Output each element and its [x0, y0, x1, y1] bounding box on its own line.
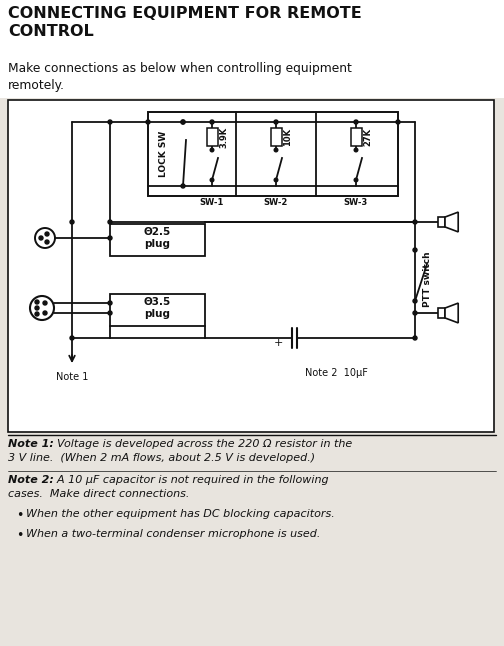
Circle shape: [35, 300, 39, 304]
Circle shape: [108, 301, 112, 305]
Text: Make connections as below when controlling equipment
remotely.: Make connections as below when controlli…: [8, 62, 352, 92]
Circle shape: [413, 248, 417, 252]
Text: When the other equipment has DC blocking capacitors.: When the other equipment has DC blocking…: [26, 509, 335, 519]
Text: CONNECTING EQUIPMENT FOR REMOTE
CONTROL: CONNECTING EQUIPMENT FOR REMOTE CONTROL: [8, 6, 362, 39]
Bar: [0, 0, 504, 98]
Bar: [207, 128, 218, 146]
Circle shape: [274, 148, 278, 152]
Circle shape: [108, 236, 112, 240]
Text: SW-1: SW-1: [200, 198, 224, 207]
Circle shape: [181, 120, 185, 124]
Text: When a two-terminal condenser microphone is used.: When a two-terminal condenser microphone…: [26, 529, 321, 539]
Circle shape: [413, 311, 417, 315]
Text: Θ2.5
plug: Θ2.5 plug: [144, 227, 171, 249]
Circle shape: [35, 306, 39, 310]
Circle shape: [43, 311, 47, 315]
Bar: [110, 224, 205, 256]
Circle shape: [70, 220, 74, 224]
Circle shape: [354, 148, 358, 152]
Bar: [148, 112, 398, 196]
Text: Note 2:: Note 2:: [8, 475, 54, 485]
Text: •: •: [16, 509, 23, 522]
Circle shape: [274, 178, 278, 182]
Text: •: •: [16, 529, 23, 542]
Text: Note 1: Note 1: [56, 372, 88, 382]
Bar: [438, 308, 445, 318]
Text: SW-3: SW-3: [344, 198, 368, 207]
Circle shape: [35, 312, 39, 316]
Circle shape: [181, 120, 185, 124]
Circle shape: [274, 120, 278, 124]
Circle shape: [39, 236, 43, 240]
Text: Voltage is developed across the 220 Ω resistor in the: Voltage is developed across the 220 Ω re…: [50, 439, 352, 449]
Circle shape: [354, 178, 358, 182]
Circle shape: [413, 220, 417, 224]
Text: cases.  Make direct connections.: cases. Make direct connections.: [8, 489, 190, 499]
Circle shape: [413, 336, 417, 340]
Bar: [110, 294, 205, 326]
Text: Note 1:: Note 1:: [8, 439, 54, 449]
Text: 3.9K: 3.9K: [220, 127, 228, 147]
Circle shape: [396, 120, 400, 124]
Text: SW-2: SW-2: [264, 198, 288, 207]
Circle shape: [210, 148, 214, 152]
Circle shape: [108, 311, 112, 315]
Text: 27K: 27K: [363, 128, 372, 146]
Text: +: +: [273, 338, 283, 348]
Polygon shape: [445, 212, 458, 232]
Bar: [438, 217, 445, 227]
Text: 10K: 10K: [283, 128, 292, 146]
Circle shape: [413, 299, 417, 303]
Circle shape: [146, 120, 150, 124]
Text: PTT switch: PTT switch: [423, 252, 432, 307]
Text: Θ3.5
plug: Θ3.5 plug: [144, 297, 171, 318]
Bar: [8, 100, 494, 432]
Text: 3 V line.  (When 2 mA flows, about 2.5 V is developed.): 3 V line. (When 2 mA flows, about 2.5 V …: [8, 453, 315, 463]
Circle shape: [210, 120, 214, 124]
Circle shape: [43, 301, 47, 305]
Text: LOCK SW: LOCK SW: [159, 131, 168, 177]
Circle shape: [181, 184, 185, 188]
Text: Note 2  10μF: Note 2 10μF: [305, 368, 368, 378]
Circle shape: [354, 120, 358, 124]
Bar: [350, 128, 361, 146]
Circle shape: [45, 232, 49, 236]
Polygon shape: [445, 303, 458, 323]
Bar: [271, 128, 282, 146]
Circle shape: [108, 120, 112, 124]
Circle shape: [45, 240, 49, 244]
Text: A 10 μF capacitor is not required in the following: A 10 μF capacitor is not required in the…: [50, 475, 329, 485]
Circle shape: [210, 178, 214, 182]
Circle shape: [108, 220, 112, 224]
Circle shape: [70, 336, 74, 340]
